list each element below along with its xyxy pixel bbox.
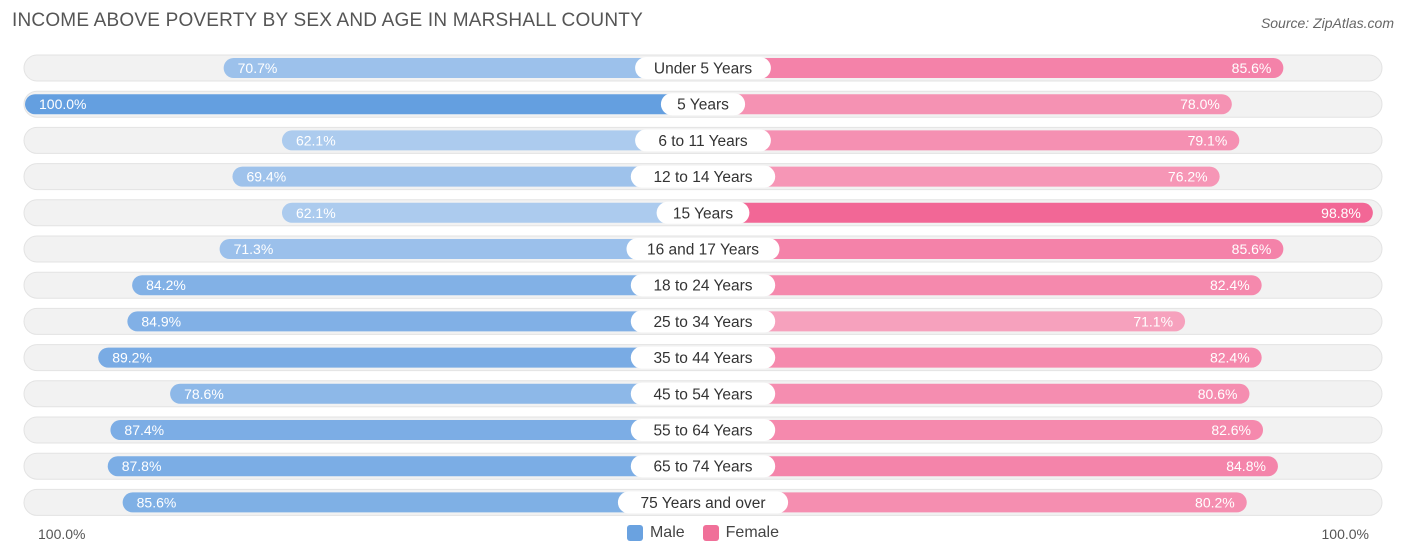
category-pill [630, 455, 776, 478]
female-value-label: 78.0% [1180, 96, 1220, 112]
female-value-label: 84.8% [1226, 458, 1266, 474]
axis-right-label: 100.0% [1321, 526, 1369, 542]
category-pill [660, 93, 746, 116]
male-bar [132, 275, 703, 296]
category-label: 55 to 64 Years [653, 423, 752, 440]
category-pill [617, 491, 789, 514]
male-value-label: 62.1% [296, 132, 336, 148]
male-value-label: 71.3% [234, 241, 274, 257]
chart-title: INCOME ABOVE POVERTY BY SEX AND AGE IN M… [12, 10, 643, 31]
female-value-label: 85.6% [1232, 241, 1272, 257]
female-value-label: 85.6% [1232, 60, 1272, 76]
male-bar [281, 202, 703, 223]
category-pill [635, 57, 771, 79]
category-pill [635, 129, 771, 152]
female-bar [703, 311, 1186, 332]
female-value-label: 82.4% [1210, 350, 1250, 366]
male-value-label: 78.6% [184, 386, 224, 402]
category-pill [630, 419, 776, 441]
legend-item-male[interactable]: Male [626, 524, 685, 542]
category-label: 45 to 54 Years [653, 386, 752, 403]
category-label: 5 Years [677, 97, 729, 114]
male-bar [110, 420, 704, 440]
male-bar [127, 311, 704, 332]
legend: Male Female [0, 524, 1406, 542]
male-bar [170, 383, 704, 404]
male-value-label: 87.4% [124, 422, 164, 438]
male-value-label: 87.8% [122, 458, 162, 474]
male-bar [219, 239, 703, 259]
female-value-label: 71.1% [1133, 313, 1173, 329]
legend-swatch-female [702, 525, 719, 541]
male-value-label: 70.7% [238, 60, 278, 76]
female-bar [703, 420, 1264, 440]
male-bar [281, 130, 703, 151]
female-bar [703, 58, 1284, 78]
category-pill [630, 382, 776, 405]
source-note: Source: ZipAtlas.com [1260, 15, 1394, 31]
male-bar [223, 58, 704, 78]
category-label: 35 to 44 Years [653, 350, 752, 367]
male-value-label: 84.2% [146, 277, 186, 293]
category-pill [630, 310, 776, 333]
legend-item-female[interactable]: Female [702, 524, 780, 542]
male-bar [122, 492, 703, 513]
female-value-label: 80.2% [1195, 494, 1235, 510]
category-pill [630, 165, 776, 188]
male-bar [98, 347, 703, 368]
category-pill [630, 346, 776, 369]
male-value-label: 85.6% [137, 494, 177, 510]
female-value-label: 82.4% [1210, 277, 1250, 293]
category-label: 15 Years [673, 205, 734, 222]
category-label: 25 to 34 Years [653, 314, 752, 331]
male-bar [232, 166, 703, 187]
female-bar [703, 166, 1220, 187]
female-bar [703, 383, 1250, 404]
female-bar [703, 202, 1373, 223]
category-label: 18 to 24 Years [653, 278, 752, 295]
male-value-label: 84.9% [141, 313, 181, 329]
legend-label-male: Male [649, 524, 685, 541]
male-value-label: 62.1% [296, 205, 336, 221]
female-value-label: 79.1% [1188, 132, 1228, 148]
axis-left-label: 100.0% [38, 526, 86, 542]
male-value-label: 100.0% [39, 96, 86, 112]
male-bar [25, 94, 703, 115]
female-bar [703, 492, 1247, 513]
category-pill [626, 238, 780, 260]
female-value-label: 76.2% [1168, 169, 1208, 185]
female-bar [703, 456, 1278, 477]
legend-swatch-male [626, 525, 643, 541]
male-value-label: 89.2% [112, 350, 152, 366]
female-bar [703, 94, 1232, 115]
female-value-label: 80.6% [1198, 386, 1238, 402]
category-label: 6 to 11 Years [658, 133, 748, 150]
male-value-label: 69.4% [246, 169, 286, 185]
category-pill [630, 274, 776, 297]
female-value-label: 98.8% [1321, 205, 1361, 221]
category-label: 75 Years and over [641, 495, 766, 512]
female-bar [703, 239, 1284, 259]
category-pill [656, 201, 750, 224]
category-label: 65 to 74 Years [653, 459, 752, 476]
legend-label-female: Female [725, 524, 780, 541]
category-label: 12 to 14 Years [653, 169, 752, 186]
category-label: Under 5 Years [654, 61, 752, 78]
female-bar [703, 347, 1262, 368]
male-bar [107, 456, 703, 477]
female-bar [703, 130, 1240, 151]
category-label: 16 and 17 Years [647, 242, 759, 259]
female-bar [703, 275, 1262, 296]
female-value-label: 82.6% [1211, 422, 1251, 438]
